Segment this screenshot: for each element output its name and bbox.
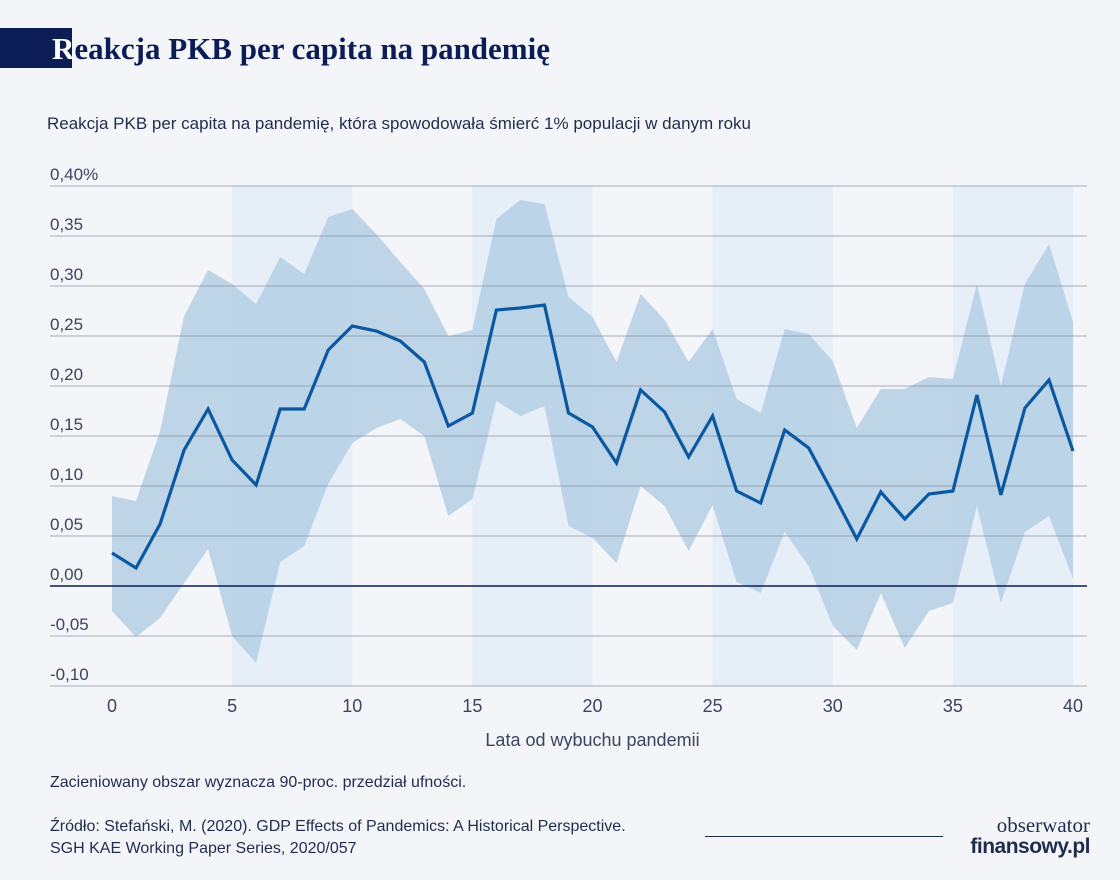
y-tick-label: 0,25 [50,315,83,334]
x-tick-label: 35 [943,696,963,716]
y-tick-label: 0,20 [50,365,83,384]
chart-subtitle: Reakcja PKB per capita na pandemię, któr… [47,114,751,133]
x-tick-label: 20 [582,696,602,716]
x-tick-label: 10 [342,696,362,716]
y-tick-label: 0,10 [50,465,83,484]
line-chart: -0,10 -0,05 0,00 0,05 0,10 0,15 0,20 0,25 0,30 0,… [50,165,1087,750]
x-tick-label: 5 [227,696,237,716]
title-first-letter: R [52,31,75,66]
logo-top-text: obserwator [996,813,1090,837]
source-citation: Źródło: Stefański, M. (2020). GDP Effect… [50,816,626,860]
y-tick-label: 0,35 [50,215,83,234]
x-tick-label: 30 [823,696,843,716]
source-line-2: SGH KAE Working Paper Series, 2020/057 [50,840,357,857]
page-title: Reakcja PKB per capita na pandemię [52,28,550,68]
x-tick-label: 0 [107,696,117,716]
source-line-1: Źródło: Stefański, M. (2020). GDP Effect… [50,818,626,835]
title-rest: eakcja PKB per capita na pandemię [74,31,551,66]
publisher-logo: obserwator finansowy.pl [940,814,1090,858]
y-tick-label: 0,40% [50,165,98,184]
confidence-interval-area [112,200,1073,663]
y-tick-label: 0,00 [50,565,83,584]
x-tick-label: 25 [703,696,723,716]
x-axis-title: Lata od wybuchu pandemii [485,730,699,750]
x-tick-label: 40 [1063,696,1083,716]
y-tick-label: 0,15 [50,415,83,434]
confidence-interval-note: Zacieniowany obszar wyznacza 90-proc. pr… [50,774,467,791]
y-tick-label: 0,05 [50,515,83,534]
x-tick-label: 15 [462,696,482,716]
series-line [111,303,1075,571]
y-tick-label: -0,05 [50,615,89,634]
title-accent-block [0,28,72,68]
source-divider [705,836,943,837]
y-tick-label: -0,10 [50,665,89,684]
logo-bottom-text: finansowy.pl [970,835,1090,858]
y-tick-label: 0,30 [50,265,83,284]
